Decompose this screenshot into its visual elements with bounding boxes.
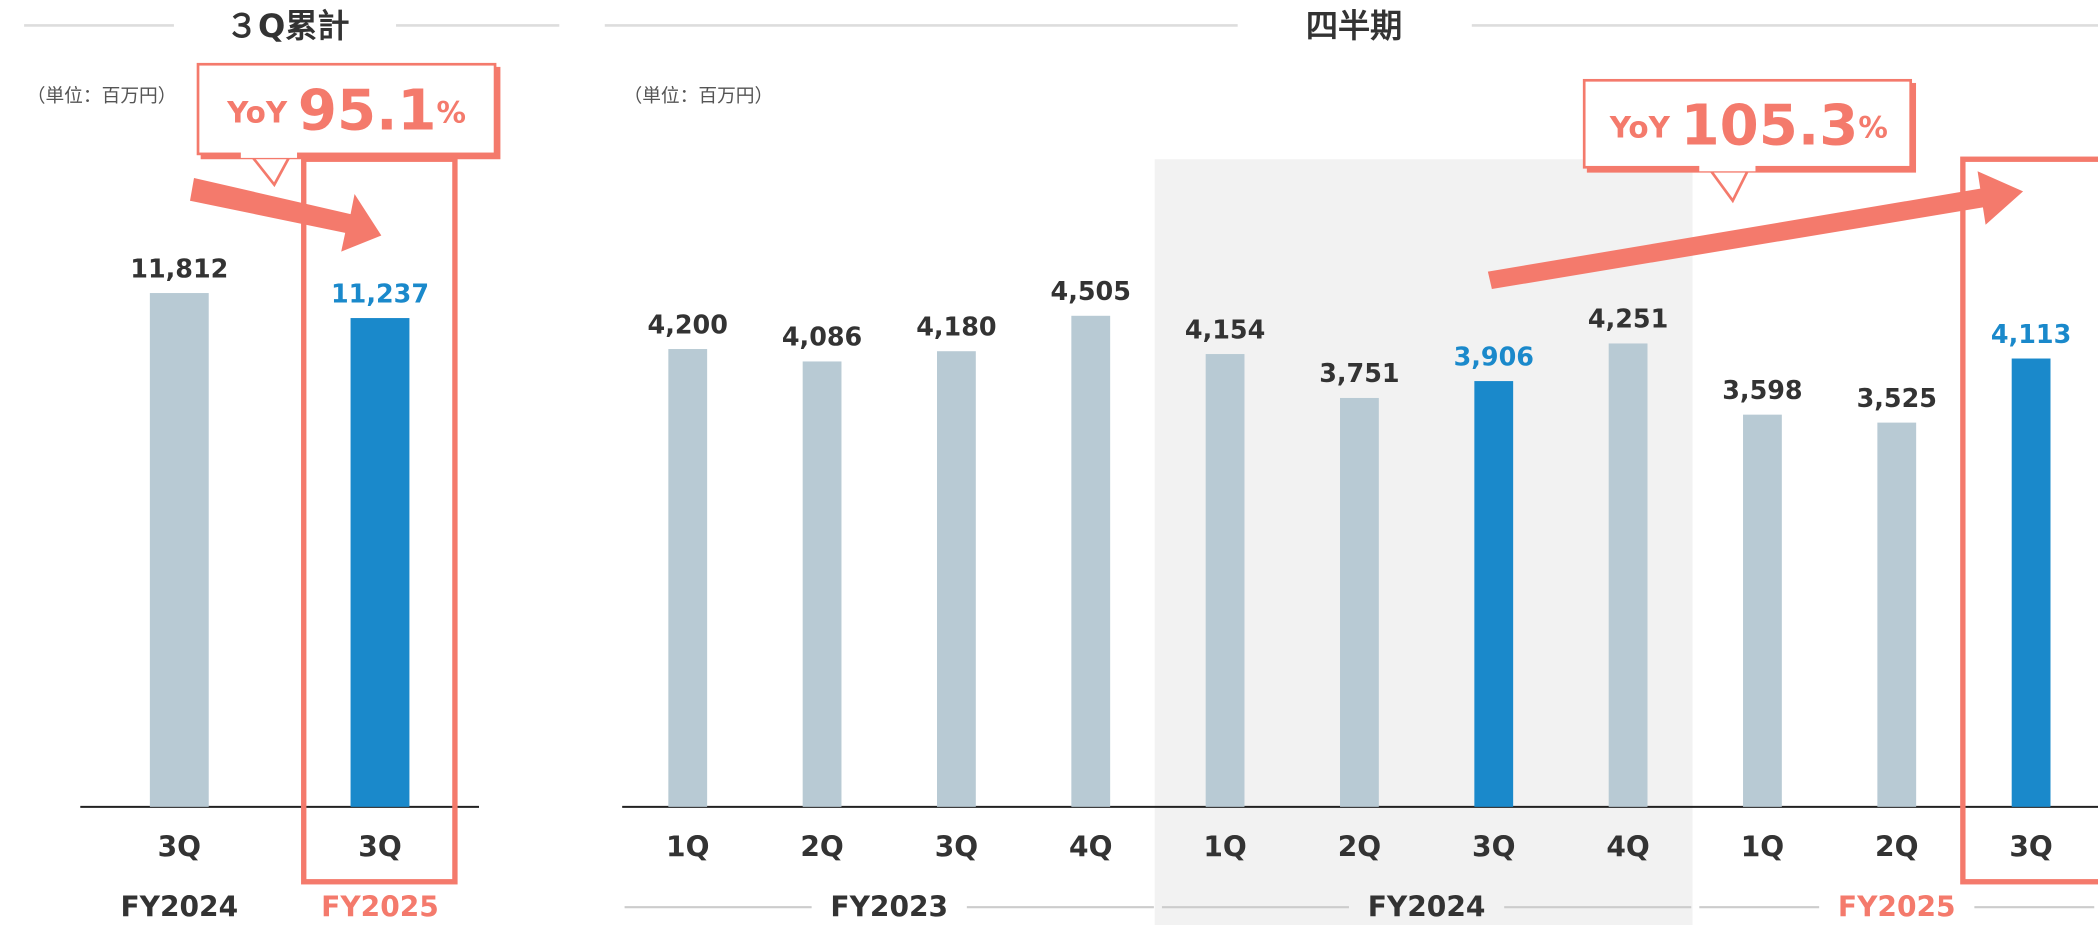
yoy-text: YoY 105.3% xyxy=(1609,93,1888,158)
arrow xyxy=(1487,171,2024,290)
x-tick-label: 1Q xyxy=(1741,830,1784,863)
x-tick-label: 2Q xyxy=(1338,830,1381,863)
bar xyxy=(668,349,708,807)
value-label: 4,154 xyxy=(1185,314,1265,344)
value-label: 4,180 xyxy=(916,311,996,341)
highlight-frame xyxy=(301,156,458,885)
value-label: 4,086 xyxy=(782,322,862,352)
yoy-callout: YoY 105.3% xyxy=(1582,78,1913,204)
yoy-text: YoY 95.1% xyxy=(226,78,466,143)
value-label: 11,237 xyxy=(331,278,429,308)
value-label: 11,812 xyxy=(130,253,228,283)
value-label: 3,751 xyxy=(1319,358,1399,388)
x-tick-label: 2Q xyxy=(800,830,843,863)
x-tick-label: 1Q xyxy=(666,830,709,863)
value-label: 4,113 xyxy=(1991,319,2071,349)
value-label: 4,505 xyxy=(1051,276,1131,306)
x-tick-label: 4Q xyxy=(1606,830,1649,863)
value-label: 3,906 xyxy=(1454,341,1534,371)
group-label: FY2025 xyxy=(321,891,439,924)
x-tick-label: 1Q xyxy=(1203,830,1246,863)
bar xyxy=(350,318,410,807)
x-tick-label: 3Q xyxy=(2009,830,2052,863)
bar xyxy=(149,293,209,807)
x-tick-label: 4Q xyxy=(1069,830,1112,863)
chart-title: 四半期 xyxy=(1306,7,1402,45)
x-tick-label: 3Q xyxy=(935,830,978,863)
chart-title: ３Q累計 xyxy=(226,7,350,45)
x-tick-label: 3Q xyxy=(358,830,401,863)
yoy-callout: YoY 95.1% xyxy=(196,62,497,188)
bar xyxy=(802,361,842,807)
x-tick-label: 3Q xyxy=(1472,830,1515,863)
arrow xyxy=(189,177,382,252)
group-label: FY2024 xyxy=(1368,891,1486,924)
x-tick-label: 3Q xyxy=(158,830,201,863)
group-label: FY2023 xyxy=(830,891,948,924)
bar xyxy=(937,351,976,807)
unit-note: （単位：百万円） xyxy=(27,86,177,107)
value-label: 4,200 xyxy=(648,309,728,339)
bar xyxy=(1877,422,1917,807)
highlight-frame xyxy=(1960,156,2098,885)
value-label: 4,251 xyxy=(1588,304,1668,334)
bar xyxy=(1205,354,1245,807)
value-label: 3,525 xyxy=(1857,383,1937,413)
bar xyxy=(1743,414,1782,807)
group-label: FY2025 xyxy=(1838,891,1956,924)
unit-note: （単位：百万円） xyxy=(624,86,774,107)
x-tick-label: 2Q xyxy=(1875,830,1918,863)
bar xyxy=(1608,343,1648,807)
group-label: FY2024 xyxy=(120,891,238,924)
bar xyxy=(1071,315,1111,807)
value-label: 3,598 xyxy=(1722,375,1802,405)
bar xyxy=(2011,358,2051,807)
bar xyxy=(1474,381,1514,807)
bar xyxy=(1340,397,1379,807)
